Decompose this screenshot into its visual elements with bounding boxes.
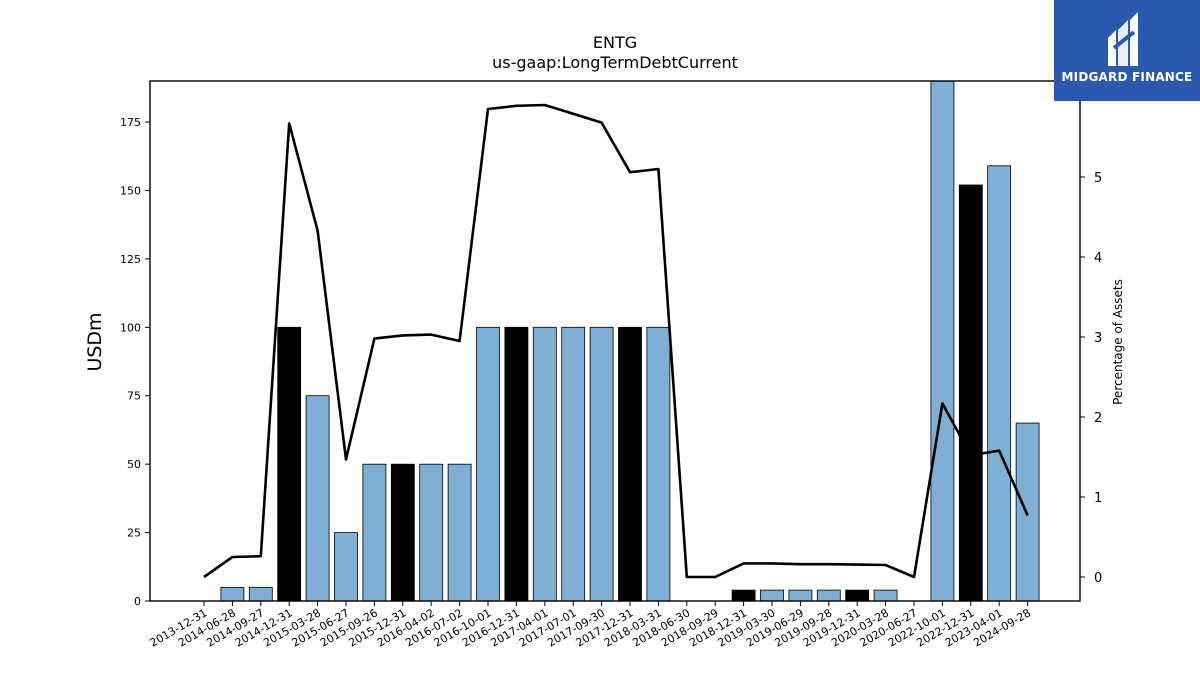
bar-2022-12-31 — [958, 184, 983, 602]
y2-tick-label: 5 — [1094, 171, 1102, 186]
bar-2014-12-31 — [277, 326, 302, 602]
plot-frame — [149, 80, 1081, 602]
bar-2017-07-01 — [561, 326, 586, 602]
bar-2018-03-31 — [646, 326, 671, 602]
logo-text: MIDGARD FINANCE — [1061, 70, 1193, 84]
bar-2019-12-31 — [845, 589, 870, 602]
bar-2017-12-31 — [618, 326, 642, 602]
y2-tick-label: 1 — [1094, 491, 1102, 506]
bar-2014-06-28 — [220, 586, 245, 602]
y-tick-label: 150 — [120, 184, 141, 197]
y2-tick-label: 2 — [1094, 411, 1102, 426]
bar-2023-04-01 — [987, 165, 1012, 602]
chart-subtitle: us-gaap:LongTermDebtCurrent — [492, 53, 738, 72]
logo-mark-icon — [1108, 12, 1138, 66]
bar-2018-12-31 — [731, 589, 756, 602]
y-axis-label: USDm — [84, 312, 106, 371]
y-tick-label: 175 — [120, 116, 141, 129]
bar-2019-03-30 — [760, 589, 784, 602]
bar-2017-04-01 — [532, 326, 557, 602]
bar-2019-06-29 — [788, 589, 813, 602]
percentage-line — [203, 103, 1029, 579]
bar-2016-04-02 — [419, 463, 444, 602]
bar-2022-10-01 — [930, 80, 955, 602]
y2-tick-label: 4 — [1094, 251, 1102, 266]
bar-2019-09-28 — [816, 589, 841, 602]
logo: MIDGARD FINANCE — [1054, 0, 1200, 101]
y-tick-label: 50 — [127, 458, 141, 471]
y-tick-label: 125 — [120, 253, 141, 266]
bar-2020-03-28 — [873, 589, 898, 602]
line-group — [203, 103, 1029, 579]
y2-tick-label: 0 — [1094, 571, 1102, 586]
bar-2024-09-28 — [1015, 422, 1040, 602]
bar-2015-09-26 — [362, 463, 387, 602]
bar-2015-12-31 — [390, 463, 415, 602]
y2-axis-label: Percentage of Assets — [1111, 279, 1125, 405]
y-tick-label: 75 — [127, 390, 141, 403]
y-tick-label: 0 — [134, 595, 141, 608]
chart-title: ENTG — [593, 33, 637, 52]
bar-2016-07-02 — [447, 463, 472, 602]
y-tick-label: 100 — [120, 321, 141, 334]
y2-tick-label: 3 — [1094, 331, 1102, 346]
bar-2015-03-28 — [305, 395, 330, 602]
bar-2014-09-27 — [248, 586, 273, 602]
bar-2016-10-01 — [476, 326, 500, 602]
bar-2017-09-30 — [589, 326, 614, 602]
bar-2015-06-27 — [334, 532, 358, 602]
bar-2016-12-31 — [504, 326, 529, 602]
y-tick-label: 25 — [127, 527, 141, 540]
bar-group — [220, 80, 1040, 602]
